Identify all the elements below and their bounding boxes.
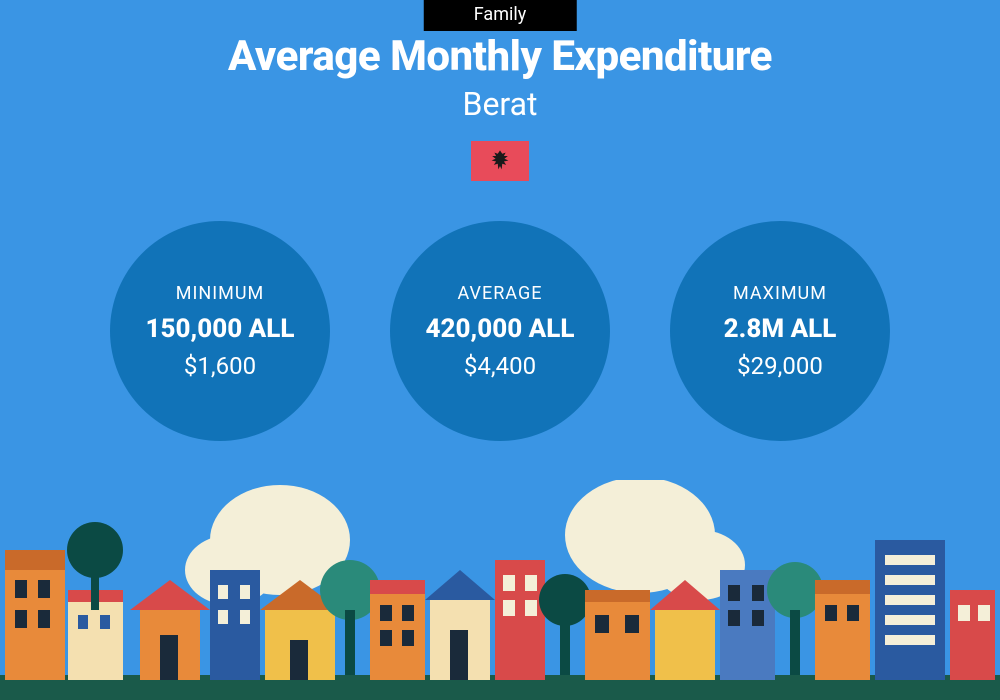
stat-usd: $1,600 [184,352,256,380]
stat-value: 150,000 ALL [146,314,295,344]
page-title: Average Monthly Expenditure [0,32,1000,81]
page-subtitle: Berat [0,85,1000,123]
stat-circle-maximum: MAXIMUM 2.8M ALL $29,000 [670,221,890,441]
stat-label: MAXIMUM [733,283,827,304]
stat-usd: $29,000 [737,352,823,380]
category-badge-label: Family [474,4,527,25]
category-badge: Family [424,0,577,31]
stat-circle-average: AVERAGE 420,000 ALL $4,400 [390,221,610,441]
flag-icon [471,141,529,181]
stats-row: MINIMUM 150,000 ALL $1,600 AVERAGE 420,0… [0,221,1000,441]
stat-label: AVERAGE [458,283,543,304]
stat-circle-minimum: MINIMUM 150,000 ALL $1,600 [110,221,330,441]
stat-value: 2.8M ALL [724,314,837,344]
city-illustration [0,480,1000,700]
stat-usd: $4,400 [464,352,536,380]
stat-label: MINIMUM [176,283,264,304]
stat-value: 420,000 ALL [426,314,575,344]
